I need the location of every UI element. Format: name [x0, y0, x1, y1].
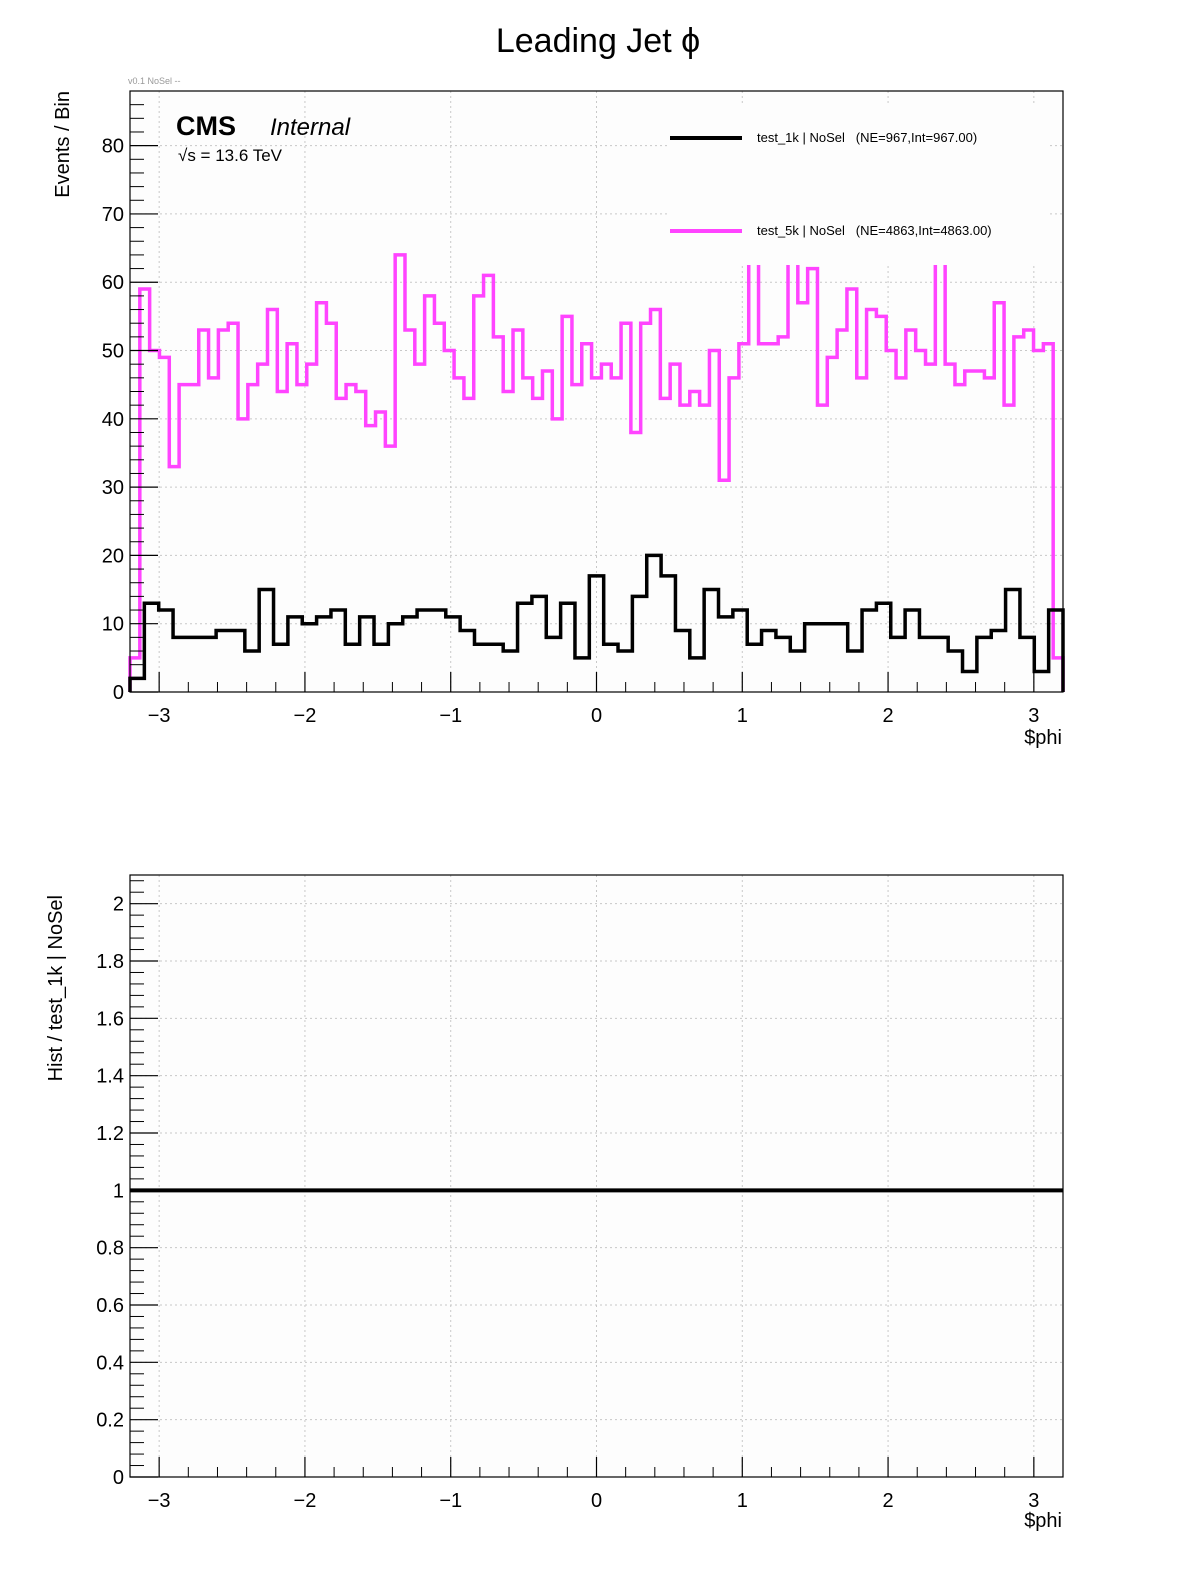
bottom-y-tick-label: 0.6	[96, 1295, 124, 1317]
top-x-tick-label: −1	[439, 705, 462, 727]
bottom-x-tick-label: 1	[737, 1490, 748, 1512]
top-y-tick-label: 20	[102, 545, 124, 567]
bottom-x-tick-label: −1	[439, 1490, 462, 1512]
cms-internal-label: Internal	[270, 114, 351, 141]
top-y-tick-label: 10	[102, 614, 124, 636]
histogram-series-test-5k	[128, 239, 1065, 692]
bottom-y-tick-label: 0.4	[96, 1352, 124, 1374]
legend: test_1k | NoSel (NE=967,Int=967.00) test…	[668, 105, 1048, 265]
bottom-x-tick-label: 2	[883, 1490, 894, 1512]
bottom-y-axis-label: Hist / test_1k | NoSel	[45, 895, 67, 1081]
version-tag: v0.1 NoSel --	[128, 76, 181, 86]
top-x-tick-label: −2	[294, 705, 317, 727]
histogram-series-test-1k	[128, 553, 1065, 692]
bottom-y-tick-label: 0.8	[96, 1238, 124, 1260]
bottom-x-tick-label: 0	[591, 1490, 602, 1512]
bottom-plot-panel: −3 −2 −1 0 1 2 3 0 0.2 0.4 0.6 0.8 1 1.2 1.4 1.6 1.8 2 Hi…	[45, 874, 1064, 1532]
bottom-x-tick-label: −2	[294, 1490, 317, 1512]
energy-label: √s = 13.6 TeV	[178, 146, 283, 165]
bottom-y-tick-label: 1.2	[96, 1123, 124, 1145]
top-y-tick-label: 0	[113, 682, 124, 704]
bottom-x-tick-label: 3	[1028, 1490, 1039, 1512]
bottom-y-tick-label: 1.8	[96, 951, 124, 973]
bottom-y-tick-label: 1	[113, 1180, 124, 1202]
bottom-x-tick-label: −3	[148, 1490, 171, 1512]
chart-title: Leading Jet ϕ	[496, 22, 700, 60]
bottom-y-tick-label: 0	[113, 1467, 124, 1489]
top-y-tick-label: 40	[102, 409, 124, 431]
bottom-y-tick-label: 0.2	[96, 1410, 124, 1432]
top-x-tick-label: 3	[1028, 705, 1039, 727]
top-x-tick-label: 1	[737, 705, 748, 727]
bottom-y-tick-label: 1.4	[96, 1066, 124, 1088]
top-y-tick-label: 30	[102, 477, 124, 499]
top-y-tick-label: 50	[102, 341, 124, 363]
cms-label: CMS	[176, 111, 236, 141]
top-x-axis-label: $phi	[1024, 727, 1062, 749]
legend-entry-test-5k: test_5k | NoSel (NE=4863,Int=4863.00)	[757, 223, 992, 238]
bottom-y-tick-label: 1.6	[96, 1008, 124, 1030]
top-x-tick-label: 2	[883, 705, 894, 727]
top-x-tick-label: −3	[148, 705, 171, 727]
bottom-x-axis-label: $phi	[1024, 1510, 1062, 1532]
bottom-y-tick-label: 2	[113, 894, 124, 916]
top-x-tick-label: 0	[591, 705, 602, 727]
bottom-axes: −3 −2 −1 0 1 2 3 0 0.2 0.4 0.6 0.8 1 1.2 1.4 1.6 1.8 2	[96, 880, 1064, 1512]
top-y-axis-label: Events / Bin	[52, 91, 74, 198]
legend-background	[668, 105, 1048, 265]
top-y-tick-label: 60	[102, 272, 124, 294]
top-series-layer	[128, 239, 1065, 692]
legend-entry-test-1k: test_1k | NoSel (NE=967,Int=967.00)	[757, 130, 977, 145]
top-y-tick-label: 80	[102, 136, 124, 158]
top-y-tick-label: 70	[102, 204, 124, 226]
